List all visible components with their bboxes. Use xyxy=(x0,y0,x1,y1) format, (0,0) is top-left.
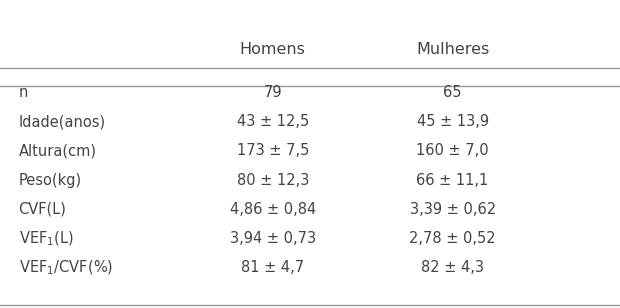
Text: CVF(L): CVF(L) xyxy=(19,202,66,217)
Text: 4,86 ± 0,84: 4,86 ± 0,84 xyxy=(229,202,316,217)
Text: 3,94 ± 0,73: 3,94 ± 0,73 xyxy=(230,231,316,246)
Text: Altura(cm): Altura(cm) xyxy=(19,144,97,158)
Text: 79: 79 xyxy=(264,85,282,100)
Text: Mulheres: Mulheres xyxy=(416,42,489,57)
Text: 65: 65 xyxy=(443,85,462,100)
Text: 81 ± 4,7: 81 ± 4,7 xyxy=(241,261,304,275)
Text: VEF$_1$(L): VEF$_1$(L) xyxy=(19,229,74,248)
Text: VEF$_1$/CVF(%): VEF$_1$/CVF(%) xyxy=(19,259,113,277)
Text: 43 ± 12,5: 43 ± 12,5 xyxy=(237,114,309,129)
Text: Idade(anos): Idade(anos) xyxy=(19,114,106,129)
Text: 66 ± 11,1: 66 ± 11,1 xyxy=(417,173,489,188)
Text: 173 ± 7,5: 173 ± 7,5 xyxy=(237,144,309,158)
Text: 45 ± 13,9: 45 ± 13,9 xyxy=(417,114,489,129)
Text: n: n xyxy=(19,85,28,100)
Text: 80 ± 12,3: 80 ± 12,3 xyxy=(237,173,309,188)
Text: 160 ± 7,0: 160 ± 7,0 xyxy=(416,144,489,158)
Text: 82 ± 4,3: 82 ± 4,3 xyxy=(421,261,484,275)
Text: 2,78 ± 0,52: 2,78 ± 0,52 xyxy=(409,231,496,246)
Text: Homens: Homens xyxy=(240,42,306,57)
Text: 3,39 ± 0,62: 3,39 ± 0,62 xyxy=(410,202,495,217)
Text: Peso(kg): Peso(kg) xyxy=(19,173,82,188)
